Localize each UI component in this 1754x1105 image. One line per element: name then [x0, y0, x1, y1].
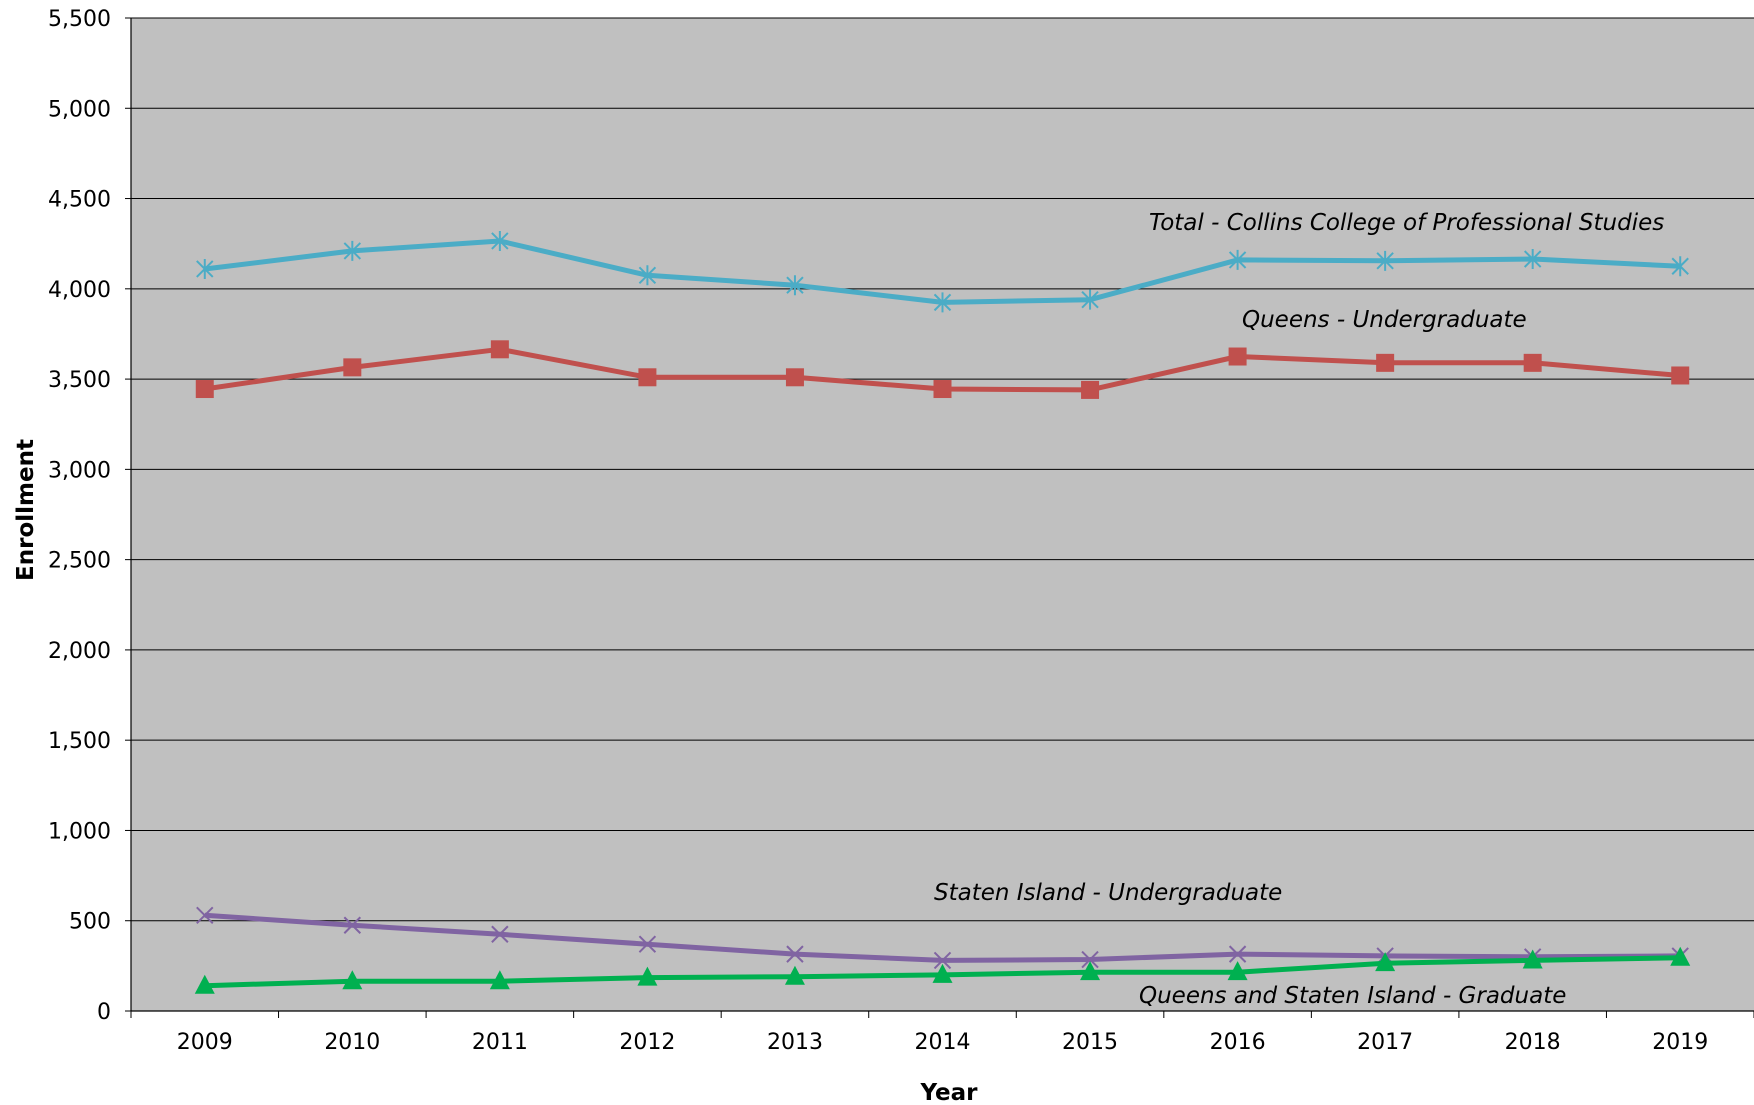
data-point-marker	[196, 258, 214, 279]
data-point-marker	[637, 966, 658, 986]
data-point-marker	[489, 970, 510, 990]
data-point-marker	[932, 963, 953, 983]
series-lines	[194, 230, 1691, 994]
data-point-marker	[1376, 250, 1394, 271]
data-point-marker	[1080, 961, 1101, 981]
data-point-marker	[490, 340, 509, 359]
data-point-marker	[491, 230, 509, 251]
data-point-marker	[1081, 380, 1100, 399]
data-point-marker	[491, 925, 509, 943]
data-point-marker	[343, 240, 362, 261]
data-point-marker	[933, 292, 952, 313]
data-point-marker	[194, 974, 215, 994]
data-point-marker	[1081, 289, 1099, 310]
data-point-marker	[1523, 249, 1542, 270]
y-tick-label: 3,000	[48, 458, 111, 483]
y-tick-label: 5,000	[48, 97, 111, 122]
x-tick-label: 2012	[619, 1030, 675, 1055]
data-point-marker	[786, 945, 804, 963]
axes: 0 500 1,000 1,500 2,000 2,500 3,000 3,500 4,000 4…	[48, 7, 1754, 1055]
data-point-marker	[1228, 945, 1247, 963]
y-axis-title: Enrollment	[13, 439, 39, 581]
x-tick-label: 2019	[1652, 1030, 1708, 1055]
data-point-marker	[1376, 353, 1395, 372]
y-tick-label: 4,000	[48, 278, 111, 303]
data-point-marker	[638, 265, 657, 286]
series-label-graduate: Queens and Staten Island - Graduate	[1139, 983, 1566, 1009]
x-tick-label: 2016	[1210, 1030, 1266, 1055]
x-tick-label: 2011	[472, 1030, 528, 1055]
x-tick-label: 2017	[1357, 1030, 1413, 1055]
y-tick-label: 3,500	[48, 368, 111, 393]
y-tick-label: 1,000	[48, 819, 111, 844]
data-point-marker	[785, 368, 804, 387]
plot-area-background	[131, 18, 1754, 1011]
data-point-marker	[343, 916, 362, 934]
data-point-marker	[1227, 961, 1248, 981]
x-tick-label: 2014	[915, 1030, 971, 1055]
y-tick-label: 2,000	[48, 639, 111, 664]
data-point-marker	[1522, 949, 1543, 969]
data-point-marker	[638, 935, 657, 953]
series-label-total: Total - Collins College of Professional …	[1149, 210, 1664, 236]
data-point-marker	[784, 965, 805, 985]
data-point-marker	[195, 380, 214, 399]
x-tick-label: 2018	[1505, 1030, 1561, 1055]
data-point-marker	[1671, 256, 1689, 277]
data-point-marker	[933, 951, 952, 970]
gridlines	[131, 17, 1754, 922]
data-point-marker	[1671, 366, 1690, 385]
x-tick-label: 2010	[324, 1030, 380, 1055]
data-point-marker	[1523, 353, 1542, 372]
y-tick-label: 2,500	[48, 549, 111, 574]
data-point-marker	[343, 358, 362, 377]
series-label-queens-undergraduate: Queens - Undergraduate	[1242, 307, 1527, 333]
data-point-marker	[1228, 249, 1247, 270]
x-tick-label: 2015	[1062, 1030, 1118, 1055]
data-point-marker	[342, 970, 363, 990]
y-tick-label: 500	[69, 910, 111, 935]
y-tick-label: 0	[97, 1000, 111, 1025]
x-tick-label: 2013	[767, 1030, 823, 1055]
y-tick-label: 4,500	[48, 188, 111, 213]
data-point-marker	[1670, 946, 1691, 966]
data-point-marker	[1228, 347, 1247, 366]
data-point-marker	[786, 275, 804, 296]
series-group	[196, 230, 1689, 313]
y-tick-label: 1,500	[48, 729, 111, 754]
series-label-staten-island-undergraduate: Staten Island - Undergraduate	[934, 880, 1282, 906]
y-tick-label: 5,500	[48, 7, 111, 32]
series-group	[195, 340, 1690, 399]
data-point-marker	[1081, 950, 1099, 969]
data-point-marker	[1375, 952, 1396, 972]
data-point-marker	[933, 380, 952, 399]
data-point-marker	[638, 368, 657, 387]
series-labels: Total - Collins College of Professional …	[934, 210, 1664, 1009]
x-tick-label: 2009	[177, 1030, 233, 1055]
x-axis-title: Year	[919, 1080, 978, 1105]
data-point-marker	[196, 906, 214, 925]
series-group	[194, 946, 1691, 994]
